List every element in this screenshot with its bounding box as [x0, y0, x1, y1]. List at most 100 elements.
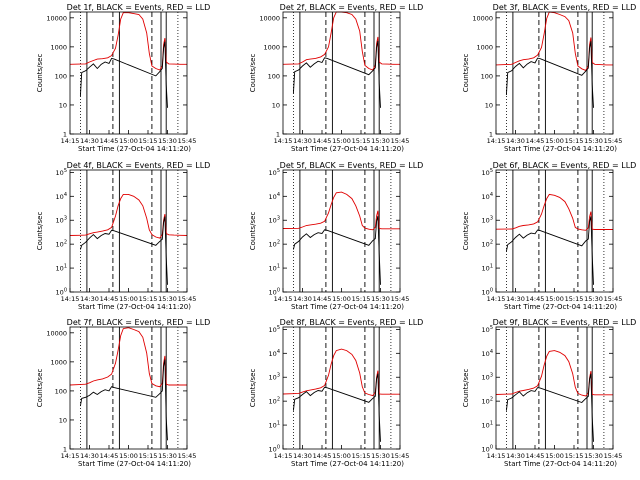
- x-axis-label: Start Time (27-Oct-04 14:11:20): [78, 303, 191, 311]
- x-tick-label: 15:00: [545, 452, 564, 460]
- y-tick-exponent: 0: [64, 288, 67, 294]
- panel-title: Det 3f, BLACK = Events, RED = LLD: [493, 3, 637, 12]
- x-tick-label: 15:30: [584, 452, 603, 460]
- x-tick-label: 15:45: [178, 137, 197, 145]
- y-tick-exponent: 2: [490, 240, 493, 246]
- x-tick-label: 14:30: [506, 137, 525, 145]
- y-tick-base: 10: [482, 217, 490, 225]
- y-tick-base: 10: [269, 374, 277, 382]
- y-tick-label: 100: [482, 445, 493, 454]
- series-black-events: [292, 373, 381, 442]
- y-tick-label: 101: [269, 421, 280, 430]
- y-axis-label: Counts/sec: [249, 369, 257, 408]
- y-tick-exponent: 5: [490, 325, 493, 331]
- y-tick-base: 10: [482, 169, 490, 177]
- panel-6: Det 6f, BLACK = Events, RED = LLD1001011…: [462, 161, 636, 311]
- y-tick-label: 104: [269, 349, 280, 358]
- x-tick-label: 15:00: [332, 295, 351, 303]
- y-tick-label: 104: [482, 349, 493, 358]
- x-tick-label: 15:15: [352, 137, 371, 145]
- y-tick-base: 10: [482, 398, 490, 406]
- x-tick-label: 14:45: [100, 137, 119, 145]
- y-tick-exponent: 1: [277, 264, 280, 270]
- y-axis-label: Counts/sec: [36, 369, 44, 408]
- x-axis-label: Start Time (27-Oct-04 14:11:20): [291, 145, 404, 153]
- panel-title: Det 2f, BLACK = Events, RED = LLD: [280, 3, 424, 12]
- x-tick-label: 15:45: [604, 452, 623, 460]
- y-tick-label: 104: [482, 192, 493, 201]
- x-tick-label: 14:45: [313, 295, 332, 303]
- x-tick-label: 15:15: [565, 137, 584, 145]
- plot-frame: [282, 11, 401, 135]
- y-tick-base: 10: [482, 241, 490, 249]
- y-tick-label: 10000: [259, 14, 280, 22]
- series-red-lld: [495, 193, 613, 231]
- x-tick-label: 15:00: [545, 137, 564, 145]
- y-tick-label: 100: [55, 387, 67, 395]
- panel-7: Det 7f, BLACK = Events, RED = LLD 1 10 100 1…: [36, 318, 210, 468]
- x-tick-label: 15:30: [158, 295, 177, 303]
- panel-5: Det 5f, BLACK = Events, RED = LLD1001011…: [249, 161, 423, 311]
- y-tick-label: 100: [56, 288, 67, 297]
- plot-frame: [282, 169, 401, 293]
- x-tick-label: 15:00: [545, 295, 564, 303]
- series-black-events: [292, 215, 381, 285]
- y-tick-exponent: 0: [277, 288, 280, 294]
- y-tick-exponent: 4: [277, 192, 280, 198]
- x-tick-label: 15:30: [584, 137, 603, 145]
- plot-frame: [495, 326, 614, 450]
- x-tick-label: 14:15: [274, 137, 293, 145]
- y-tick-base: 10: [56, 289, 64, 297]
- y-tick-label: 103: [269, 216, 280, 225]
- y-axis-label: Counts/sec: [249, 54, 257, 93]
- x-tick-label: 15:45: [178, 452, 197, 460]
- y-tick-base: 10: [56, 169, 64, 177]
- x-tick-label: 14:30: [293, 295, 312, 303]
- panel-1: Det 1f, BLACK = Events, RED = LLD 1 10 100 1…: [36, 3, 210, 153]
- y-axis-label: Counts/sec: [462, 54, 470, 93]
- x-tick-label: 14:15: [61, 295, 80, 303]
- y-tick-label: 10000: [472, 14, 493, 22]
- y-tick-label: 104: [269, 192, 280, 201]
- y-tick-label: 1: [63, 446, 67, 454]
- y-tick-exponent: 1: [490, 421, 493, 427]
- x-tick-label: 15:45: [391, 452, 410, 460]
- y-tick-label: 10: [59, 101, 67, 109]
- plot-frame: [495, 11, 614, 135]
- y-tick-base: 10: [269, 398, 277, 406]
- x-tick-label: 15:30: [371, 137, 390, 145]
- y-tick-label: 1000: [476, 43, 493, 51]
- y-tick-base: 10: [56, 193, 64, 201]
- x-tick-label: 14:15: [487, 452, 506, 460]
- x-tick-label: 14:45: [313, 137, 332, 145]
- y-tick-label: 102: [482, 240, 493, 249]
- y-tick-base: 10: [269, 326, 277, 334]
- y-tick-label: 10: [272, 101, 280, 109]
- x-tick-label: 15:30: [584, 295, 603, 303]
- x-tick-label: 14:30: [506, 452, 525, 460]
- series-red-lld: [69, 327, 187, 388]
- y-tick-exponent: 4: [490, 349, 493, 355]
- y-tick-base: 10: [269, 446, 277, 454]
- y-tick-base: 10: [269, 169, 277, 177]
- x-tick-label: 15:00: [119, 452, 138, 460]
- panel-title: Det 7f, BLACK = Events, RED = LLD: [67, 318, 211, 327]
- y-tick-label: 100: [269, 288, 280, 297]
- y-tick-exponent: 2: [490, 397, 493, 403]
- y-tick-exponent: 4: [490, 192, 493, 198]
- y-tick-exponent: 3: [490, 373, 493, 379]
- y-tick-base: 10: [269, 217, 277, 225]
- panel-8: Det 8f, BLACK = Events, RED = LLD1001011…: [249, 318, 423, 468]
- x-tick-label: 14:15: [487, 295, 506, 303]
- y-tick-label: 100: [55, 72, 67, 80]
- x-tick-label: 15:15: [139, 137, 158, 145]
- x-tick-label: 14:30: [506, 295, 525, 303]
- y-tick-label: 1: [63, 131, 67, 139]
- x-tick-label: 14:15: [487, 137, 506, 145]
- x-axis-label: Start Time (27-Oct-04 14:11:20): [78, 460, 191, 468]
- x-tick-label: 15:00: [332, 452, 351, 460]
- panel-title: Det 6f, BLACK = Events, RED = LLD: [493, 161, 637, 170]
- x-tick-label: 15:30: [158, 452, 177, 460]
- y-tick-label: 100: [269, 445, 280, 454]
